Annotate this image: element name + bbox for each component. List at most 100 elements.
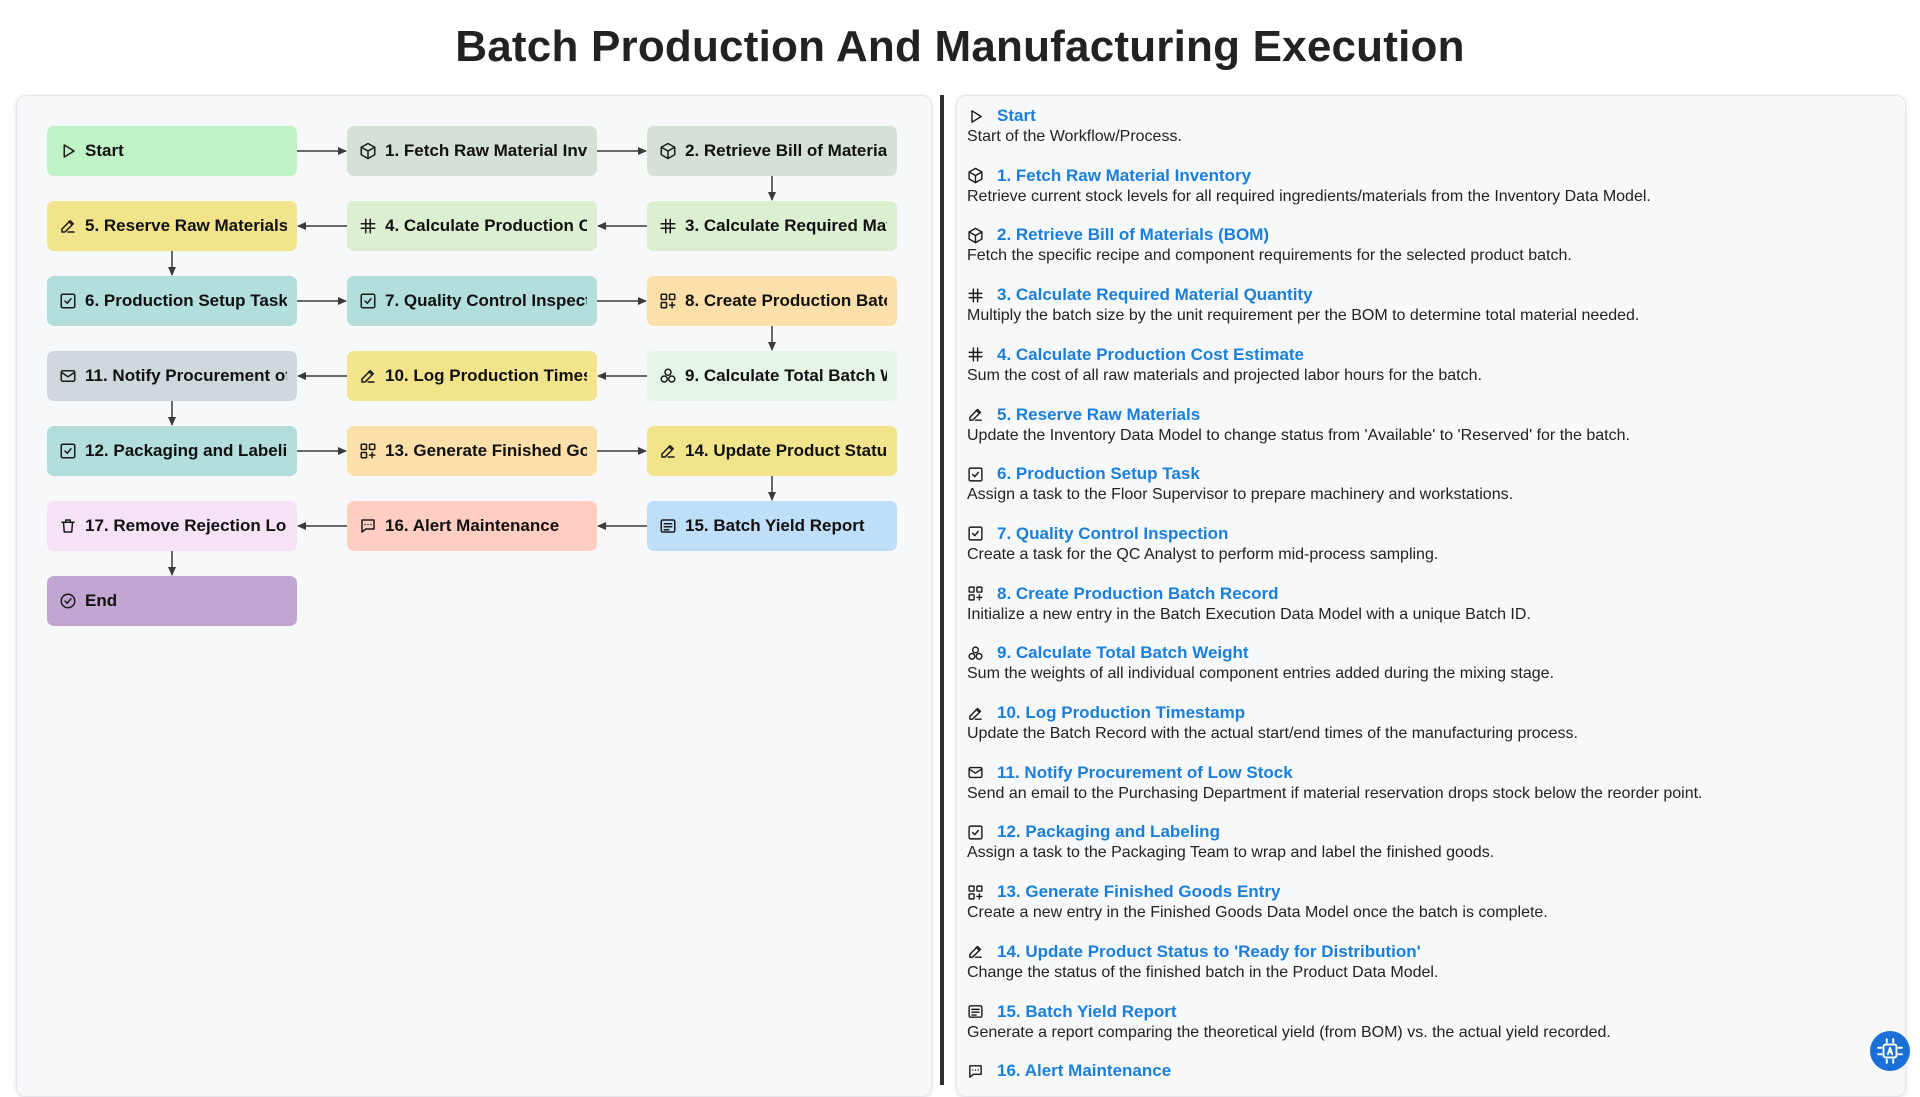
flow-node-label: 17. Remove Rejection Logs — [85, 516, 287, 535]
checkbox-icon — [968, 825, 983, 840]
step-title-link[interactable]: Start — [997, 106, 1036, 125]
step-title-link[interactable]: 16. Alert Maintenance — [997, 1061, 1172, 1081]
grid-plus-icon — [660, 293, 676, 309]
step-description: Update the Inventory Data Model to chang… — [967, 426, 1630, 444]
step-title-link[interactable]: 11. Notify Procurement of Low Stock — [997, 762, 1293, 782]
message-icon — [361, 519, 375, 533]
flow-node-n11[interactable]: 11. Notify Procurement of Low Stock — [47, 351, 297, 401]
mail-icon — [60, 370, 76, 382]
grid-plus-icon — [968, 885, 983, 900]
flow-node-start[interactable]: Start — [47, 126, 297, 176]
trash-icon — [61, 519, 75, 533]
step-list-panel: Start Start of the Workflow/Process. 1. Fe… — [956, 95, 1906, 1097]
step-list-item: 4. Calculate Production Cost Estimate Sum… — [967, 344, 1887, 386]
step-title-link[interactable]: 10. Log Production Timestamp — [997, 703, 1246, 722]
step-title-link[interactable]: 1. Fetch Raw Material Inventory — [997, 165, 1252, 185]
step-list-item: 13. Generate Finished Goods Entry Create … — [967, 881, 1887, 923]
checkbox-icon — [60, 443, 76, 459]
step-description: Retrieve current stock levels for all re… — [967, 187, 1651, 205]
mail-icon — [968, 767, 983, 779]
edit-icon — [969, 408, 982, 421]
flow-node-n14[interactable]: 14. Update Product Status to 'Ready for … — [647, 426, 897, 476]
hash-icon — [968, 347, 983, 362]
flow-node-n9[interactable]: 9. Calculate Total Batch Weight — [647, 351, 897, 401]
step-title-link[interactable]: 4. Calculate Production Cost Estimate — [997, 344, 1305, 364]
edit-icon — [969, 946, 982, 959]
flow-node-label: 16. Alert Maintenance — [385, 516, 560, 535]
step-title-link[interactable]: 7. Quality Control Inspection — [997, 523, 1229, 543]
step-description: Send an email to the Purchasing Departme… — [967, 784, 1703, 802]
step-description: Change the status of the finished batch … — [967, 963, 1439, 981]
edit-icon — [361, 370, 375, 383]
cube-icon — [360, 142, 376, 160]
step-title-link[interactable]: 6. Production Setup Task — [997, 464, 1200, 484]
flow-node-label: 10. Log Production Timestamp — [385, 366, 587, 385]
step-description: Sum the weights of all individual compon… — [967, 665, 1555, 683]
step-list-item: Start Start of the Workflow/Process. — [967, 105, 1887, 147]
message-icon — [969, 1064, 982, 1078]
step-list-item: 1. Fetch Raw Material Inventory Retrieve … — [967, 165, 1887, 207]
step-list-item: 3. Calculate Required Material Quantity M… — [967, 284, 1887, 326]
step-list-item: 2. Retrieve Bill of Materials (BOM) Fetch… — [967, 224, 1887, 266]
checkbox-icon — [968, 526, 983, 541]
checkbox-icon — [60, 293, 76, 309]
flow-node-label: 6. Production Setup Task — [85, 291, 287, 310]
circles-icon — [660, 368, 676, 383]
step-list-item: 10. Log Production Timestamp Update the B… — [967, 702, 1887, 744]
flow-node-n17[interactable]: 17. Remove Rejection Logs — [47, 501, 297, 551]
flow-node-label: 14. Update Product Status to 'Ready for … — [685, 441, 887, 460]
step-description: Assign a task to the Packaging Team to w… — [967, 844, 1495, 862]
flow-node-label: 15. Batch Yield Report — [685, 516, 865, 535]
page-title: Batch Production And Manufacturing Execu… — [455, 22, 1465, 71]
help-button[interactable] — [1870, 1031, 1910, 1071]
checkbox-icon — [968, 467, 983, 482]
flow-node-n3[interactable]: 3. Calculate Required Material Quantity — [647, 201, 897, 251]
flow-node-n4[interactable]: 4. Calculate Production Cost Estimate — [347, 201, 597, 251]
circles-icon — [968, 646, 983, 660]
play-icon — [971, 109, 982, 123]
flow-node-label: 9. Calculate Total Batch Weight — [685, 366, 887, 385]
flow-node-n16[interactable]: 16. Alert Maintenance — [347, 501, 597, 551]
step-title-link[interactable]: 14. Update Product Status to 'Ready for … — [997, 941, 1421, 961]
step-title-link[interactable]: 9. Calculate Total Batch Weight — [997, 643, 1249, 663]
flow-node-n2[interactable]: 2. Retrieve Bill of Materials (BOM) — [647, 126, 897, 176]
panel-divider[interactable] — [940, 95, 944, 1085]
flow-node-n1[interactable]: 1. Fetch Raw Material Inventory — [347, 126, 597, 176]
cube-icon — [660, 142, 676, 160]
step-list-item: 5. Reserve Raw Materials Update the Inven… — [967, 404, 1887, 446]
step-list-item: 9. Calculate Total Batch Weight Sum the w… — [967, 642, 1887, 684]
step-title-link[interactable]: 12. Packaging and Labeling — [997, 822, 1220, 842]
step-title-link[interactable]: 2. Retrieve Bill of Materials (BOM) — [997, 225, 1270, 245]
step-description: Multiply the batch size by the unit requ… — [967, 307, 1640, 325]
flow-node-n12[interactable]: 12. Packaging and Labeling — [47, 426, 297, 476]
flow-node-n10[interactable]: 10. Log Production Timestamp — [347, 351, 597, 401]
step-description: Initialize a new entry in the Batch Exec… — [967, 605, 1531, 623]
flow-node-n13[interactable]: 13. Generate Finished Goods Entry — [347, 426, 597, 476]
flow-node-n15[interactable]: 15. Batch Yield Report — [647, 501, 897, 551]
flow-node-end[interactable]: End — [47, 576, 297, 626]
flow-node-n8[interactable]: 8. Create Production Batch Record — [647, 276, 897, 326]
play-icon — [63, 144, 75, 158]
step-title-link[interactable]: 3. Calculate Required Material Quantity — [997, 285, 1313, 305]
step-title-link[interactable]: 5. Reserve Raw Materials — [997, 404, 1201, 424]
step-list-item: 14. Update Product Status to 'Ready for … — [967, 941, 1887, 983]
step-title-link[interactable]: 8. Create Production Batch Record — [997, 583, 1279, 603]
flow-node-n6[interactable]: 6. Production Setup Task — [47, 276, 297, 326]
hash-icon — [968, 288, 983, 303]
report-icon — [660, 519, 676, 533]
flow-node-label: 11. Notify Procurement of Low Stock — [85, 366, 287, 385]
flow-node-label: 5. Reserve Raw Materials — [85, 216, 287, 235]
step-list-item: 8. Create Production Batch Record Initial… — [967, 583, 1887, 625]
flow-node-label: 13. Generate Finished Goods Entry — [385, 441, 587, 460]
chip-icon — [1877, 1038, 1903, 1064]
hash-icon — [360, 218, 376, 234]
edit-icon — [661, 445, 675, 458]
check-circle-icon — [60, 593, 76, 609]
flow-node-n5[interactable]: 5. Reserve Raw Materials — [47, 201, 297, 251]
edit-icon — [61, 220, 75, 233]
flow-node-n7[interactable]: 7. Quality Control Inspection — [347, 276, 597, 326]
step-description: Fetch the specific recipe and component … — [967, 247, 1572, 265]
step-title-link[interactable]: 15. Batch Yield Report — [997, 1001, 1177, 1021]
flow-node-label: End — [85, 591, 118, 610]
step-title-link[interactable]: 13. Generate Finished Goods Entry — [997, 882, 1281, 902]
